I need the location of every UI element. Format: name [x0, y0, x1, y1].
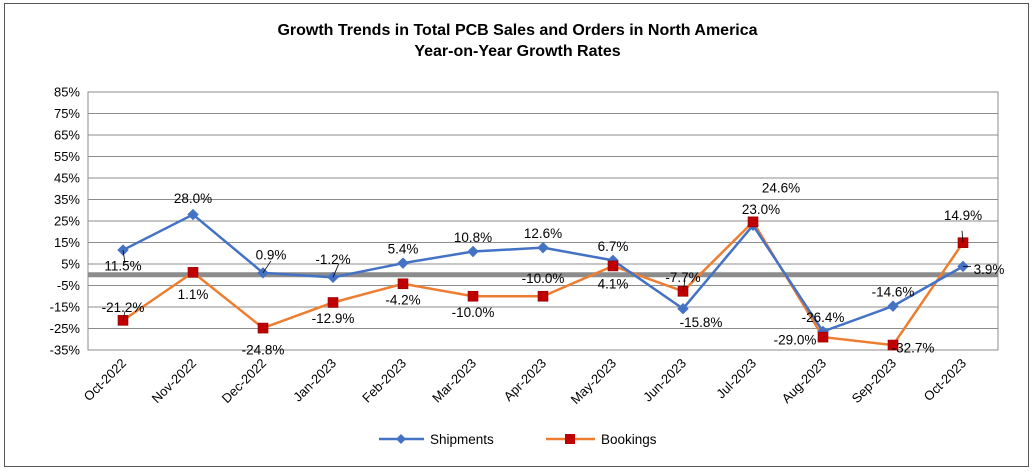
data-label-leader — [961, 230, 964, 243]
shipments-data-label: 6.7% — [598, 239, 629, 254]
y-tick-label: -15% — [50, 300, 81, 315]
y-tick-label: 65% — [54, 128, 80, 143]
x-tick-label: Oct-2022 — [81, 356, 129, 404]
data-label-leader — [682, 280, 686, 292]
shipments-data-label: -26.4% — [802, 310, 845, 325]
chart-title: Growth Trends in Total PCB Sales and Ord… — [277, 22, 758, 39]
bookings-data-label: -10.0% — [522, 271, 565, 286]
x-tick-label: Nov-2022 — [149, 356, 199, 406]
shipments-data-label: 12.6% — [524, 226, 562, 241]
bookings-data-label: -10.0% — [452, 305, 495, 320]
shipments-data-label: 5.4% — [388, 242, 419, 257]
plot-border — [87, 91, 999, 351]
shipments-point — [397, 257, 409, 269]
y-tick-label: 15% — [54, 235, 80, 250]
bookings-point — [537, 290, 549, 302]
shipments-point — [537, 241, 549, 254]
bookings-data-label: -29.0% — [774, 333, 817, 348]
x-tick-label: Apr-2023 — [501, 356, 549, 404]
shipments-point — [677, 303, 689, 315]
bookings-data-label: -12.9% — [312, 311, 355, 326]
chart-frame — [4, 3, 1029, 467]
bookings-data-label: 14.9% — [944, 208, 982, 223]
x-tick-label: Oct-2023 — [921, 356, 969, 404]
bookings-point — [607, 260, 619, 272]
bookings-point — [187, 267, 199, 278]
shipments-data-label: -14.6% — [872, 285, 915, 300]
y-tick-label: 45% — [54, 171, 80, 186]
bookings-point — [747, 216, 759, 228]
shipments-data-label: 3.9% — [974, 262, 1005, 277]
shipments-data-label: 28.0% — [174, 191, 212, 206]
bookings-data-label: 4.1% — [598, 276, 629, 291]
bookings-data-label: 24.6% — [762, 180, 800, 195]
chart-subtitle: Year-on-Year Growth Rates — [414, 43, 621, 60]
y-tick-label: 85% — [54, 85, 80, 100]
chart-title-block: Growth Trends in Total PCB Sales and Ord… — [0, 20, 1035, 62]
y-tick-label: 75% — [54, 106, 80, 121]
x-tick-label: May-2023 — [568, 356, 619, 407]
bookings-data-label: -7.7% — [665, 270, 700, 285]
data-label-leader — [332, 263, 340, 278]
shipments-point — [187, 208, 199, 221]
x-tick-label: Sep-2023 — [849, 356, 899, 406]
bookings-data-label: -4.2% — [385, 292, 420, 307]
y-tick-label: 55% — [54, 149, 80, 164]
bookings-point — [257, 322, 269, 334]
y-tick-label: 5% — [61, 257, 80, 272]
shipments-point — [467, 245, 479, 258]
bookings-point — [817, 331, 829, 343]
data-label-leader — [122, 311, 126, 321]
legend-label-shipments: Shipments — [430, 432, 494, 447]
bookings-point — [327, 297, 339, 308]
shipments-data-label: 11.5% — [104, 259, 141, 274]
x-tick-label: Jul-2023 — [713, 356, 759, 402]
legend-label-bookings: Bookings — [601, 432, 657, 447]
y-tick-label: -25% — [50, 321, 81, 336]
bookings-data-label: -21.2% — [102, 300, 145, 315]
x-tick-label: Feb-2023 — [359, 356, 409, 406]
x-tick-label: Jan-2023 — [290, 356, 339, 405]
shipments-data-label: -1.2% — [315, 252, 350, 267]
bookings-data-label: -24.8% — [242, 343, 285, 358]
bookings-point — [397, 278, 409, 290]
y-tick-label: 35% — [54, 192, 80, 207]
legend-marker-shipments — [396, 434, 406, 444]
y-tick-label: -35% — [50, 343, 81, 358]
x-tick-label: Dec-2022 — [219, 356, 269, 406]
y-tick-label: 25% — [54, 214, 80, 229]
x-tick-label: Aug-2023 — [779, 356, 829, 406]
bookings-point — [887, 339, 899, 351]
shipments-data-label: 0.9% — [256, 247, 287, 262]
legend: Shipments Bookings — [379, 432, 657, 447]
shipments-data-label: 23.0% — [742, 202, 780, 217]
x-tick-label: Mar-2023 — [429, 356, 479, 406]
shipments-point — [887, 300, 899, 312]
shipments-data-label: 10.8% — [454, 230, 492, 245]
legend-marker-bookings — [565, 434, 575, 444]
data-label-leader — [122, 249, 126, 264]
bookings-data-label: -32.7% — [892, 341, 935, 356]
x-tick-label: Jun-2023 — [640, 356, 689, 405]
y-tick-label: -5% — [57, 278, 81, 293]
bookings-point — [467, 290, 479, 302]
bookings-data-label: 1.1% — [178, 287, 209, 302]
data-label-leader — [262, 260, 272, 274]
shipments-data-label: -15.8% — [680, 315, 723, 330]
